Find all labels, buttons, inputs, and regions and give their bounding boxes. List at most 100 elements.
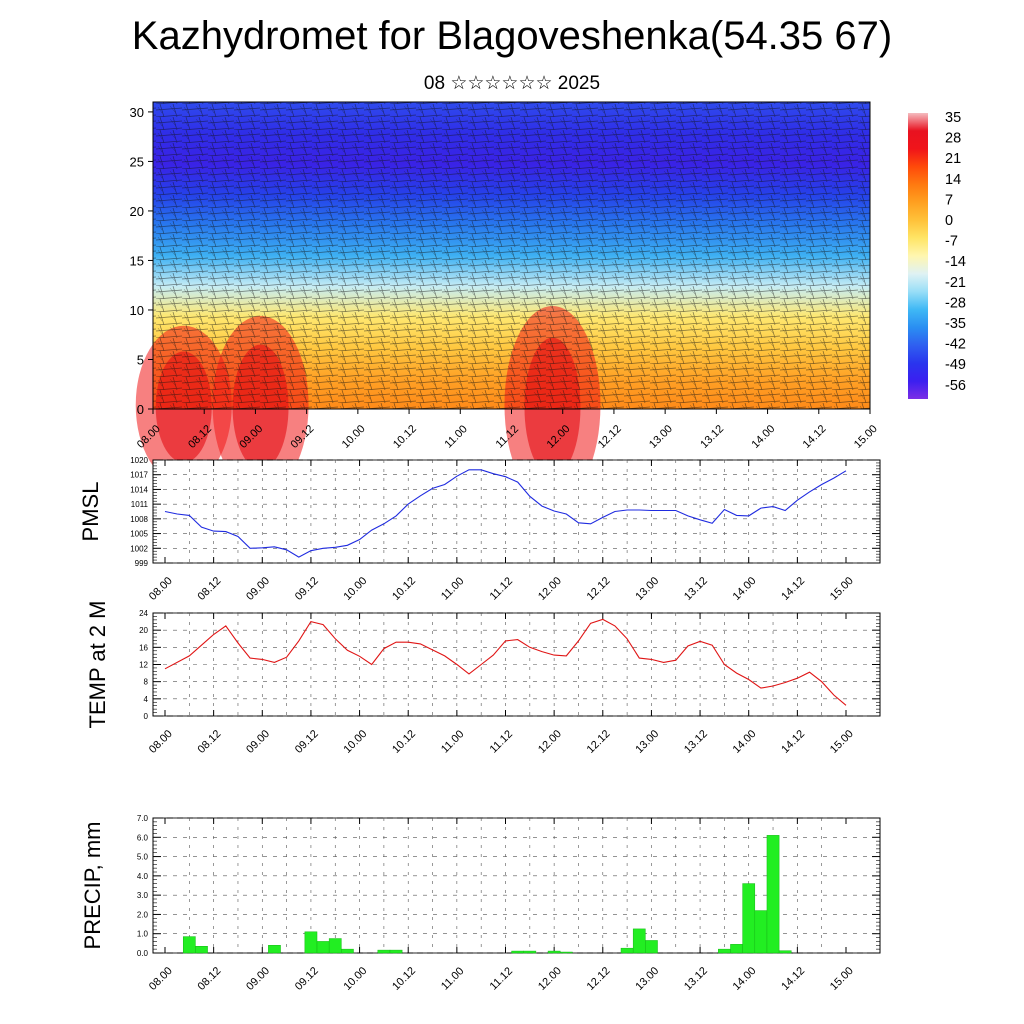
y-tick-label: 30 [130, 105, 144, 120]
x-tick-label: 13.12 [682, 965, 710, 993]
x-tick-label: 12.12 [585, 965, 613, 993]
precipitation-panel: 0.0 1.0 2.0 3.0 4.0 5.0 6.0 7.0 08.00 08.12 09.00 0… [80, 814, 881, 993]
y-axis-label: PRECIP, mm [80, 822, 105, 950]
x-tick-label: 11.12 [488, 575, 515, 602]
precip-bar [632, 928, 646, 954]
x-tick-label: 13.12 [682, 728, 710, 756]
x-tick-label: 11.00 [439, 965, 466, 992]
x-tick-label: 14.12 [779, 965, 807, 993]
y-tick-label: 0.0 [137, 949, 149, 958]
colorbar-label: -56 [945, 378, 966, 394]
precip-bar [316, 941, 330, 954]
x-tick-label: 09.00 [244, 575, 272, 603]
x-tick-label: 08.00 [147, 728, 175, 756]
pmsl-panel: 999 1002 1005 1008 1011 1014 1017 1020 08.00 08.1… [78, 456, 881, 603]
x-tick-label: 11.12 [488, 728, 515, 755]
x-tick-label: 10.00 [340, 423, 368, 451]
colorbar: 35 28 21 14 7 0 -7 -14 -21 -28 -35 -42 -49 -56 [908, 110, 966, 399]
colorbar-label: -7 [945, 234, 958, 250]
x-tick-label: 13.00 [647, 423, 675, 451]
precip-bar [377, 949, 391, 954]
x-tick-label: 15.00 [828, 728, 856, 756]
x-tick-label: 10.00 [341, 575, 369, 603]
y-tick-label: 2.0 [137, 910, 149, 919]
y-tick-label: 0 [137, 402, 144, 417]
x-tick-label: 13.12 [698, 423, 726, 451]
x-tick-label: 14.00 [731, 575, 759, 603]
x-tick-label: 09.12 [293, 965, 321, 993]
x-tick-label: 12.12 [585, 575, 613, 603]
precip-bar [195, 946, 208, 954]
x-tick-label: 13.12 [682, 575, 710, 603]
x-tick-label: 10.12 [390, 965, 418, 993]
pmsl-series-line [164, 469, 847, 558]
precip-bar [778, 950, 792, 954]
precip-bar [341, 948, 354, 954]
y-tick-label: 999 [135, 559, 149, 568]
y-tick-label: 16 [139, 643, 148, 652]
y-tick-label: 6.0 [137, 833, 149, 842]
y-tick-label: 1002 [130, 544, 148, 553]
colorbar-label: -49 [945, 357, 966, 373]
colorbar-label: -14 [945, 254, 966, 270]
y-tick-label: 5.0 [137, 853, 149, 862]
colorbar-label: 28 [945, 131, 961, 147]
colorbar-fill [908, 113, 928, 399]
x-tick-label: 12.00 [536, 728, 564, 756]
colorbar-label: 21 [945, 151, 961, 167]
x-tick-label: 15.00 [852, 423, 880, 451]
precip-bar [645, 940, 658, 954]
x-tick-label: 11.12 [488, 965, 515, 992]
colorbar-label: 35 [945, 110, 961, 126]
colorbar-label: -35 [945, 316, 966, 332]
precip-bar [268, 945, 281, 954]
y-tick-label: 20 [130, 204, 144, 219]
colorbar-label: -21 [945, 275, 966, 291]
x-tick-label: 15.00 [828, 965, 856, 993]
x-tick-label: 11.00 [439, 728, 466, 755]
x-tick-label: 08.12 [196, 728, 224, 756]
y-tick-label: 1011 [131, 500, 149, 509]
x-tick-label: 10.12 [390, 728, 418, 756]
x-tick-label: 14.12 [779, 728, 807, 756]
x-tick-label: 15.00 [828, 575, 856, 603]
colorbar-label: -28 [945, 295, 966, 311]
x-tick-label: 08.12 [196, 575, 224, 603]
y-tick-label: 1017 [130, 471, 148, 480]
temperature-2m-series-line [164, 618, 847, 706]
x-tick-label: 12.00 [536, 575, 564, 603]
y-axis-label: PMSL [78, 482, 103, 542]
x-tick-label: 13.00 [633, 965, 661, 993]
x-tick-label: 09.00 [244, 965, 272, 993]
precip-bar [304, 931, 318, 954]
wind-barbs [153, 102, 870, 409]
colorbar-label: 0 [945, 213, 953, 229]
x-tick-label: 14.00 [731, 728, 759, 756]
precip-bar [766, 835, 780, 954]
x-tick-label: 10.00 [341, 728, 369, 756]
x-tick-label: 13.00 [633, 575, 661, 603]
precip-bar [182, 936, 196, 954]
y-tick-label: 5 [137, 352, 144, 367]
y-tick-label: 1.0 [137, 930, 149, 939]
x-tick-label: 14.12 [801, 423, 829, 451]
temperature-2m-panel: 0 4 8 12 16 20 24 08.00 08.12 09.00 09.12 10.00 10.1… [85, 601, 881, 756]
precip-bar [511, 950, 524, 954]
x-tick-label: 10.12 [390, 575, 418, 603]
y-tick-label: 1014 [130, 485, 148, 494]
precip-bar [559, 951, 573, 954]
x-tick-label: 12.12 [596, 423, 624, 451]
x-tick-label: 12.12 [585, 728, 613, 756]
y-tick-label: 1005 [130, 530, 148, 539]
x-tick-label: 12.00 [536, 965, 564, 993]
x-tick-label: 11.00 [439, 575, 466, 602]
x-tick-label: 10.12 [391, 423, 419, 451]
precip-bar [389, 949, 403, 954]
x-tick-label: 08.00 [147, 575, 175, 603]
y-tick-label: 12 [139, 661, 148, 670]
y-tick-label: 10 [130, 303, 144, 318]
y-tick-label: 7.0 [137, 814, 149, 823]
